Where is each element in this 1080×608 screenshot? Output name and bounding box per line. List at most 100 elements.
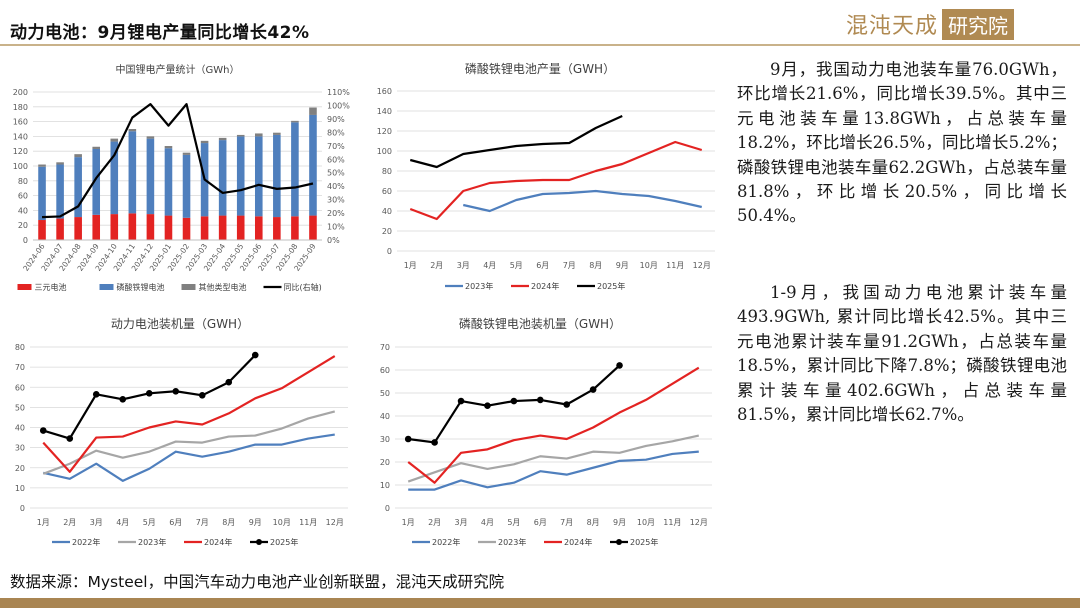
- y-tick-label: 120: [13, 147, 28, 156]
- y-tick-label: 140: [13, 132, 28, 141]
- bar-segment: [273, 134, 281, 218]
- lfp-production-chart: 磷酸铁锂电池产量（GWH） 0 20 40 60 80 100 120 140 160 1月 2月 3月…: [377, 61, 715, 291]
- x-tick-label: 11月: [299, 518, 317, 527]
- bar-segment: [38, 166, 46, 221]
- y-tick-label: 160: [377, 87, 392, 96]
- bar-segment: [218, 137, 227, 141]
- bar-segment: [182, 152, 191, 155]
- data-point: [457, 397, 465, 405]
- bar-segment: [164, 148, 173, 216]
- bar-segment: [110, 141, 119, 215]
- x-tick-label: 4月: [483, 261, 496, 270]
- bar-segment: [200, 140, 209, 144]
- x-tick-label: 10月: [273, 518, 291, 527]
- legend-label: 2024年: [564, 537, 592, 547]
- x-tick-label: 5月: [143, 518, 156, 527]
- bar-segment: [92, 148, 101, 215]
- bar-segment: [74, 154, 82, 158]
- y-tick-label: 60: [380, 366, 390, 375]
- bar-segment: [200, 216, 209, 240]
- x-tick-label: 11月: [666, 261, 684, 270]
- bar-segment: [273, 217, 281, 240]
- legend-label: 2025年: [597, 281, 625, 291]
- legend-swatch: [181, 284, 196, 290]
- bar-segment: [309, 215, 317, 240]
- bar-segment: [309, 107, 317, 115]
- legend-label: 2024年: [531, 281, 559, 291]
- x-tick-label: 1月: [404, 261, 417, 270]
- bar-segment: [74, 157, 82, 218]
- data-point: [431, 439, 438, 446]
- data-point: [510, 397, 518, 405]
- footer-bar: [0, 598, 1080, 608]
- x-tick-label: 10月: [640, 261, 658, 270]
- y2-tick-label: 50%: [327, 169, 345, 178]
- bar-segment: [146, 138, 155, 215]
- x-tick-label: 5月: [507, 518, 520, 527]
- y-tick-label: 10: [15, 484, 25, 493]
- data-point: [92, 390, 100, 398]
- y-tick-label: 70: [380, 343, 390, 352]
- y-tick-label: 180: [13, 103, 28, 112]
- bar-segment: [146, 136, 155, 139]
- data-source: 数据来源：Mysteel，中国汽车动力电池产业创新联盟，混沌天成研究院: [10, 573, 505, 591]
- y-tick-label: 10: [380, 481, 390, 490]
- x-tick-label: 7月: [563, 261, 576, 270]
- y-tick-label: 50: [15, 403, 25, 412]
- bar-segment: [110, 138, 119, 142]
- x-tick-label: 12月: [690, 518, 708, 527]
- series-line: [408, 450, 699, 491]
- x-tick-label: 9月: [249, 518, 262, 527]
- bar-segment: [56, 164, 64, 219]
- y-tick-label: 160: [13, 118, 28, 127]
- y-tick-label: 120: [377, 127, 392, 136]
- bar-segment: [291, 216, 299, 240]
- bar-segment: [291, 122, 299, 217]
- x-tick-label: 2月: [63, 518, 76, 527]
- y2-tick-label: 20%: [327, 209, 345, 218]
- y-tick-label: 100: [13, 162, 28, 171]
- data-point: [172, 387, 180, 395]
- x-tick-label: 5月: [510, 261, 523, 270]
- y2-tick-label: 110%: [327, 88, 350, 97]
- legend-label: 三元电池: [35, 282, 67, 292]
- y-tick-label: 60: [15, 383, 25, 392]
- y2-tick-label: 70%: [327, 142, 345, 151]
- bar-segment: [56, 218, 64, 240]
- bar-segment: [273, 132, 281, 135]
- legend-label: 同比(右轴): [284, 282, 322, 292]
- x-tick-label: 3月: [454, 518, 467, 527]
- bar-segment: [164, 146, 173, 149]
- x-tick-label: 9月: [616, 261, 629, 270]
- bar-segment: [182, 154, 191, 218]
- x-tick-label: 12月: [326, 518, 344, 527]
- y-tick-label: 40: [15, 424, 25, 433]
- data-point: [536, 396, 544, 404]
- legend-swatch: [17, 284, 32, 290]
- lfp-installation-chart: 磷酸铁锂电池装机量（GWH） 0 10 20 30 40 50 60 70 1月 2月 3月 4月 5月 6…: [380, 316, 712, 547]
- legend-marker: [616, 539, 622, 545]
- y-tick-label: 0: [23, 236, 28, 245]
- data-point: [563, 401, 571, 408]
- y-tick-label: 70: [15, 363, 25, 372]
- bar-segment: [128, 131, 137, 214]
- y-tick-label: 80: [18, 177, 28, 186]
- legend-label: 其他类型电池: [199, 282, 247, 292]
- series-line: [41, 103, 314, 219]
- x-tick-label: 3月: [457, 261, 470, 270]
- y-tick-label: 80: [15, 343, 25, 352]
- bar-segment: [128, 129, 137, 132]
- x-tick-label: 8月: [222, 518, 235, 527]
- data-point: [145, 389, 153, 397]
- bar-segment: [38, 164, 46, 167]
- logo-badge: 研究院: [942, 8, 1015, 40]
- y2-tick-label: 0%: [327, 236, 340, 245]
- commentary-monthly: 9月，我国动力电池装车量76.0GWh，环比增长21.6%，同比增长39.5%。…: [737, 60, 1067, 226]
- bar-segment: [128, 213, 137, 240]
- data-point: [119, 396, 127, 403]
- x-tick-label: 2月: [428, 518, 441, 527]
- x-tick-label: 12月: [693, 261, 711, 270]
- x-tick-label: 4月: [116, 518, 129, 527]
- y-tick-label: 200: [13, 88, 28, 97]
- chart-title: 磷酸铁锂电池产量（GWH）: [465, 61, 615, 76]
